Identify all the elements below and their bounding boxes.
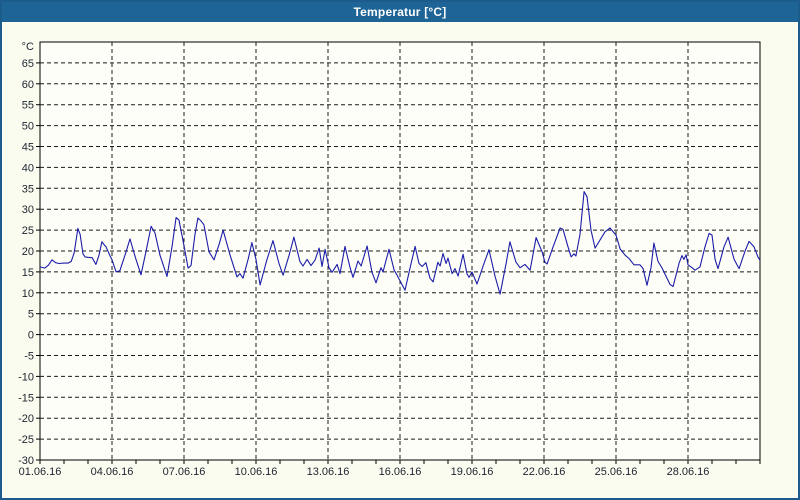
x-tick-label: 16.06.16 xyxy=(379,466,422,478)
y-tick-label: 5 xyxy=(28,309,34,321)
x-tick-label: 25.06.16 xyxy=(595,466,638,478)
chart-area: 65 60 55 50 45 40 35 30 25 20 15 10 5 0 -5 -10 -15 -20 -25… xyxy=(2,22,798,498)
y-tick-label: 40 xyxy=(22,162,34,174)
y-tick-label: 15 xyxy=(22,267,34,279)
y-tick-label: 50 xyxy=(22,121,34,133)
x-tick-label: 07.06.16 xyxy=(163,466,206,478)
y-tick-label: 10 xyxy=(22,288,34,300)
y-tick-label: -5 xyxy=(24,351,34,363)
y-tick-label: -10 xyxy=(18,371,34,383)
y-tick-label: 0 xyxy=(28,330,34,342)
x-tick-label: 22.06.16 xyxy=(523,466,566,478)
y-tick-label: 25 xyxy=(22,225,34,237)
x-tick-label: 13.06.16 xyxy=(307,466,350,478)
x-tick-label: 01.06.16 xyxy=(19,466,62,478)
x-tick-label: 04.06.16 xyxy=(91,466,134,478)
x-tick-label: 19.06.16 xyxy=(451,466,494,478)
window-titlebar[interactable]: Temperatur [°C] xyxy=(2,2,798,22)
y-axis-unit-label: °C xyxy=(22,41,34,53)
y-tick-label: -25 xyxy=(18,434,34,446)
y-tick-label: -30 xyxy=(18,455,34,467)
temperature-series-line xyxy=(39,191,761,295)
y-tick-label: 60 xyxy=(22,79,34,91)
y-tick-label: 35 xyxy=(22,183,34,195)
window-title: Temperatur [°C] xyxy=(353,5,447,19)
y-tick-label: 30 xyxy=(22,204,34,216)
y-tick-label: -20 xyxy=(18,413,34,425)
temperature-chart: 65605550454035302520151050-5-10-15-20-25… xyxy=(18,41,761,478)
y-tick-label: 65 xyxy=(22,58,34,70)
y-tick-label: 55 xyxy=(22,100,34,112)
y-tick-label: 45 xyxy=(22,142,34,154)
x-tick-label: 10.06.16 xyxy=(235,466,278,478)
x-tick-label: 28.06.16 xyxy=(667,466,710,478)
y-tick-label: -15 xyxy=(18,392,34,404)
y-tick-label: 20 xyxy=(22,246,34,258)
